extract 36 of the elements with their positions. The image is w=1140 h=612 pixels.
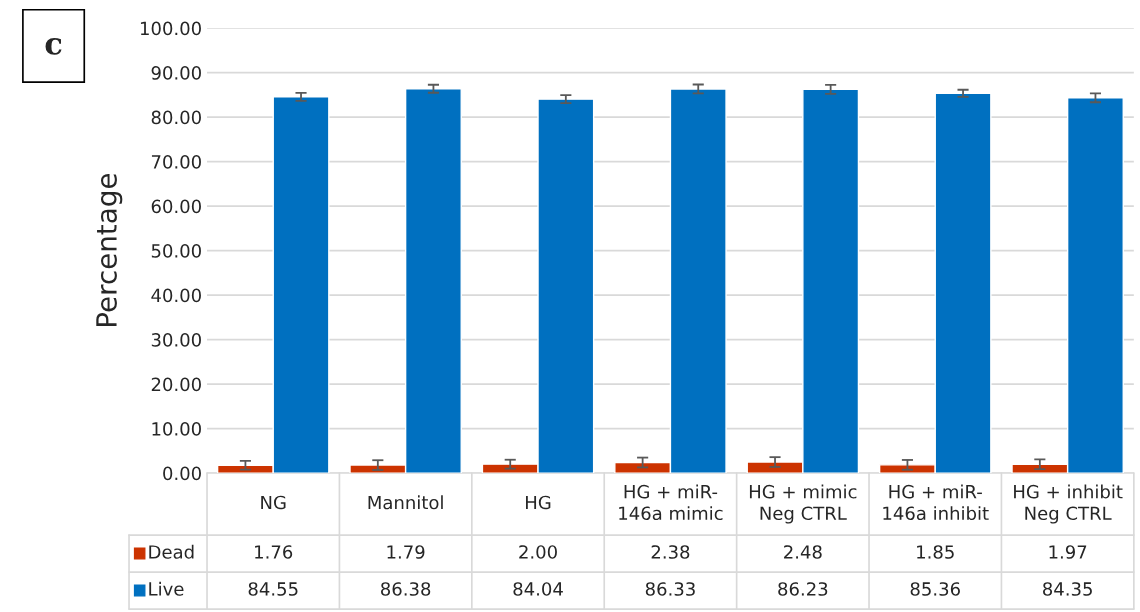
x-tick-label: Mannitol [368, 495, 443, 510]
data-label: 84.35 [1043, 582, 1092, 596]
x-tick-label: HG + mimic Neg CTRL [749, 484, 857, 524]
y-tick-label: 80.00 [151, 110, 201, 125]
y-tick-label: 90.00 [151, 66, 201, 80]
y-tick-label: 40.00 [151, 288, 201, 303]
y-tick-label: 100.00 [140, 21, 201, 36]
data-label: 2.48 [784, 545, 822, 559]
y-tick-label: 60.00 [151, 199, 201, 214]
y-axis-title: Percentage [96, 173, 123, 327]
legend-label: Live [149, 581, 184, 596]
x-tick-label: HG + miR- 146a mimic [619, 484, 723, 521]
data-label: 2.38 [651, 545, 690, 559]
legend-label: Dead [149, 544, 194, 559]
data-label: 86.38 [381, 582, 431, 596]
data-label: 1.97 [1049, 545, 1087, 559]
x-tick-label: HG + miR- 146a inhibit [883, 484, 989, 521]
data-label: 85.36 [910, 582, 960, 596]
y-tick-label: 20.00 [151, 377, 201, 392]
x-tick-label: HG [526, 495, 551, 510]
y-tick-label: 50.00 [151, 244, 201, 258]
data-label: 1.76 [255, 545, 293, 559]
y-tick-label: 10.00 [152, 422, 201, 436]
x-tick-label: NG [261, 495, 286, 510]
text: c [45, 38, 62, 55]
data-label: 84.04 [513, 582, 563, 596]
data-label: 1.85 [917, 545, 954, 559]
y-tick-label: 30.00 [151, 333, 201, 347]
data-label: 86.23 [778, 582, 828, 596]
data-label: 2.00 [519, 545, 557, 559]
data-label: 1.79 [387, 545, 425, 559]
data-label: 86.33 [645, 582, 695, 596]
x-tick-label: HG + inhibit Neg CTRL [1014, 484, 1123, 524]
y-tick-label: 70.00 [151, 155, 201, 169]
y-tick-label: 0.00 [163, 466, 201, 481]
data-label: 84.55 [248, 582, 298, 596]
